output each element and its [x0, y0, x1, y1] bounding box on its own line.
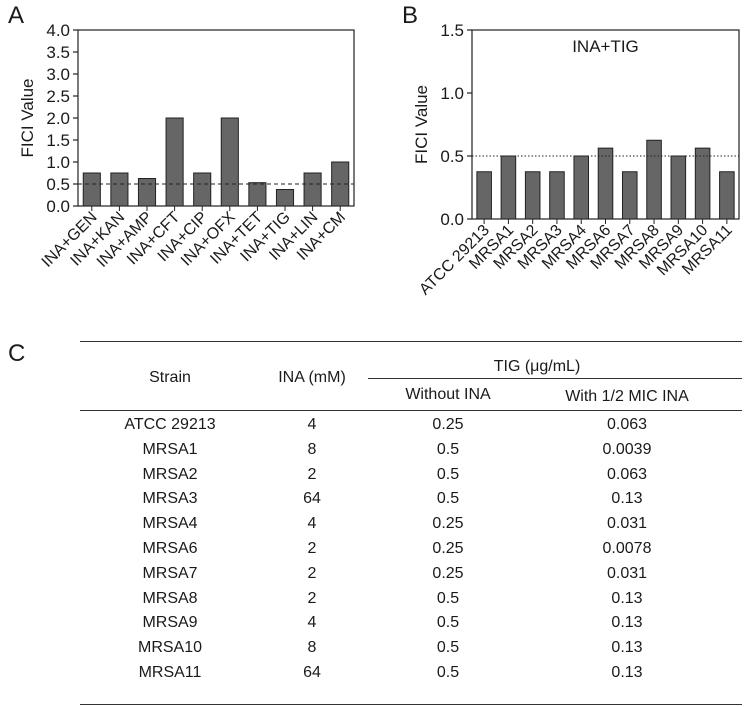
bar — [621, 171, 638, 220]
bar — [500, 155, 517, 220]
table-cell: 0.5 — [436, 465, 460, 483]
bar — [193, 172, 212, 207]
bar — [646, 139, 662, 220]
bar — [573, 155, 590, 220]
table-cell: 0.5 — [436, 490, 460, 508]
bar — [82, 172, 101, 207]
y-tick-label: 1.0 — [440, 84, 464, 103]
chart-title: INA+TIG — [572, 37, 639, 56]
y-axis-label: FICI Value — [18, 78, 37, 157]
table-cell: 64 — [303, 664, 321, 681]
bar — [137, 178, 157, 207]
table-cell: 4 — [307, 515, 317, 533]
table-cell: 2 — [307, 564, 317, 582]
y-tick-label: 0.5 — [46, 175, 70, 194]
table-cell: 2 — [307, 465, 317, 483]
header-with-half-mic-ina: With 1/2 MIC INA — [565, 388, 689, 405]
y-tick-label: 0.0 — [46, 197, 70, 216]
table-cell: 0.0078 — [602, 540, 652, 557]
y-tick-label: 4.0 — [46, 21, 70, 40]
bar — [694, 147, 711, 220]
bar — [524, 171, 541, 220]
table-cell: 4 — [307, 416, 317, 433]
y-tick-label: 2.5 — [46, 87, 70, 106]
bar — [719, 171, 735, 220]
bar — [110, 172, 129, 207]
table-cell: 8 — [307, 440, 317, 458]
panel-label-c: C — [8, 340, 26, 367]
y-tick-label: 3.5 — [46, 43, 70, 62]
table-cell: 0.063 — [606, 465, 648, 483]
table-top-rule — [80, 341, 742, 342]
table-cell: MRSA1 — [142, 440, 198, 458]
y-tick-label: 2.0 — [46, 109, 70, 128]
table-cell: 0.063 — [606, 416, 648, 433]
bar — [549, 171, 565, 220]
table-cell: 2 — [307, 540, 317, 557]
table-cell: 0.25 — [432, 515, 464, 533]
header-strain: Strain — [149, 369, 191, 386]
table-cell: 0.5 — [436, 614, 460, 632]
y-tick-label: 3.0 — [46, 65, 70, 84]
table-cell: MRSA2 — [142, 465, 198, 483]
y-tick-label: 0.5 — [440, 147, 464, 166]
table-cell: 8 — [307, 639, 317, 657]
bar — [275, 189, 295, 207]
table-cell: 0.13 — [611, 589, 643, 607]
table-cell: MRSA8 — [142, 589, 198, 607]
table-cell: 0.13 — [611, 614, 643, 632]
table-cell: 0.25 — [432, 416, 464, 433]
table-cell: 0.5 — [436, 639, 460, 657]
header-ina: INA (mM) — [278, 369, 346, 386]
table-cell: 0.031 — [606, 515, 648, 533]
y-axis-label: FICI Value — [412, 85, 431, 164]
bar — [303, 172, 322, 207]
table-bottom-rule — [80, 704, 742, 705]
y-tick-label: 1.5 — [440, 21, 464, 40]
table-cell: 0.13 — [611, 490, 643, 508]
table-cell: 0.25 — [432, 564, 464, 582]
table-cell: 0.0039 — [602, 440, 652, 458]
table-cell: MRSA7 — [142, 564, 198, 582]
table-cell: 0.13 — [611, 664, 643, 681]
table-cell: 0.25 — [432, 540, 464, 557]
table-cell: MRSA3 — [142, 490, 198, 508]
bar — [165, 117, 184, 207]
table-cell: MRSA11 — [138, 664, 202, 681]
header-tig: TIG (μg/mL) — [493, 358, 581, 375]
table-cell: MRSA9 — [142, 614, 198, 632]
bar — [248, 182, 267, 207]
table-cell: 0.031 — [606, 564, 648, 582]
y-tick-label: 0.0 — [440, 210, 464, 229]
bar — [597, 147, 614, 220]
table-cell: 0.5 — [436, 664, 460, 681]
table-cell: MRSA10 — [137, 639, 203, 657]
table-cell: ATCC 29213 — [124, 416, 216, 433]
table-cell: 64 — [303, 490, 321, 508]
panel-label-a: A — [8, 2, 25, 29]
header-bottom-rule — [80, 410, 742, 411]
table-cell: 4 — [307, 614, 317, 632]
bar — [670, 155, 687, 220]
header-without-ina: Without INA — [405, 386, 491, 403]
table-cell: MRSA6 — [142, 540, 198, 557]
bar — [476, 171, 492, 220]
table-cell: 2 — [307, 589, 317, 607]
table-cell: 0.5 — [436, 440, 460, 458]
bar — [220, 117, 239, 207]
panel-label-b: B — [402, 2, 419, 29]
table-cell: 0.5 — [436, 589, 460, 607]
y-tick-label: 1.0 — [46, 153, 70, 172]
y-tick-label: 1.5 — [46, 131, 70, 150]
tig-span-rule — [368, 378, 742, 379]
table-cell: MRSA4 — [142, 515, 198, 533]
table-cell: 0.13 — [611, 639, 643, 657]
